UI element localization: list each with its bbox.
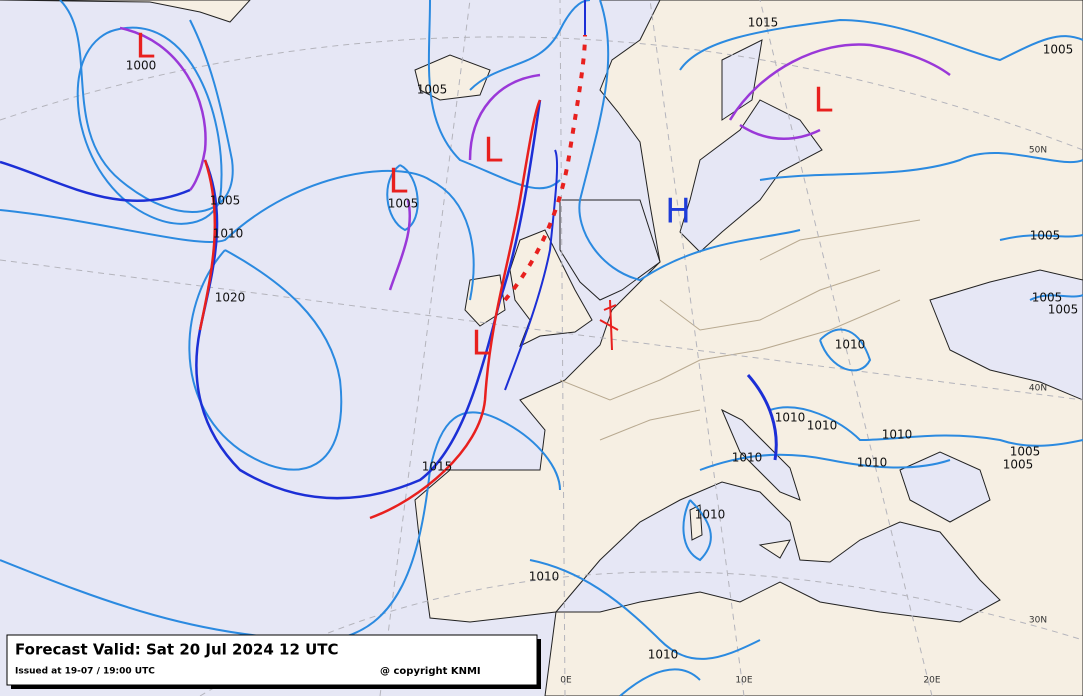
pressure-center: L <box>484 131 503 171</box>
isobar-label: 1005 <box>388 197 419 211</box>
labels: LLLLLH1000100510151005101010051020100510… <box>126 16 1079 686</box>
isobar-label: 1010 <box>882 428 913 442</box>
isobar-label: 1010 <box>695 508 726 522</box>
isobar-label: 1010 <box>857 456 888 470</box>
isobar-label: 1020 <box>215 291 246 305</box>
copyright-text: @ copyright KNMI <box>380 666 481 677</box>
isobar-label: 1005 <box>417 83 448 97</box>
isobar-label: 1010 <box>775 411 806 425</box>
isobar-label: 1010 <box>835 338 866 352</box>
isobar-label: 1000 <box>126 59 157 73</box>
isobar-label: 1010 <box>807 419 838 433</box>
isobar-label: 1010 <box>732 451 763 465</box>
isobar-label: 1010 <box>648 648 679 662</box>
graticule-label: 40N <box>1029 384 1047 394</box>
pressure-center: H <box>665 192 691 232</box>
graticule-label: 20E <box>923 676 940 686</box>
graticule-label: 30N <box>1029 616 1047 626</box>
info-box <box>6 634 538 686</box>
forecast-title: Forecast Valid: Sat 20 Jul 2024 12 UTC <box>15 641 339 659</box>
isobar-label: 1005 <box>210 194 241 208</box>
pressure-center: L <box>472 324 491 364</box>
isobar-label: 1005 <box>1048 303 1079 317</box>
isobar-label: 1005 <box>1032 291 1063 305</box>
fronts <box>0 0 951 520</box>
isobar-label: 1005 <box>1043 43 1074 57</box>
isobar-label: 1015 <box>748 16 779 30</box>
isobar-label: 1010 <box>529 570 560 584</box>
graticule-label: 10E <box>735 676 752 686</box>
pressure-center: L <box>389 162 408 202</box>
issued-text: Issued at 19-07 / 19:00 UTC <box>15 667 155 677</box>
isobar-label: 1005 <box>1030 229 1061 243</box>
graticule-label: 50N <box>1029 146 1047 156</box>
pressure-center: L <box>814 81 833 121</box>
graticule-label: 0E <box>560 676 572 686</box>
isobar-label: 1015 <box>422 460 453 474</box>
isobar-label: 1010 <box>213 227 244 241</box>
isobar-label: 1005 <box>1010 445 1041 459</box>
isobar-label: 1005 <box>1003 458 1034 472</box>
pressure-center: L <box>136 27 155 67</box>
